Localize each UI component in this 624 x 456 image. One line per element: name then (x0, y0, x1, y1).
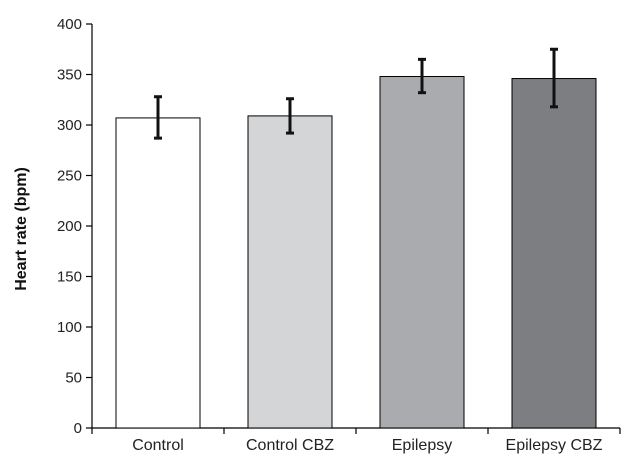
bar-control-cbz (247, 115, 333, 429)
x-category-label: Epilepsy (392, 437, 452, 454)
bar-control (115, 117, 201, 429)
x-category-label: Epilepsy CBZ (506, 437, 603, 454)
y-tick-label: 150 (57, 269, 82, 286)
x-category-label: Control CBZ (246, 437, 334, 454)
y-tick-label: 0 (74, 420, 82, 437)
y-tick-label: 350 (57, 67, 82, 84)
y-tick-label: 100 (57, 319, 82, 336)
bar-epilepsy-cbz (511, 78, 597, 429)
y-tick-label: 400 (57, 16, 82, 33)
x-category-label: Control (132, 437, 184, 454)
bar-epilepsy (379, 76, 465, 429)
y-tick-label: 50 (65, 370, 82, 387)
y-tick-label: 300 (57, 117, 82, 134)
plot-area: 0 50 100 150 200 250 300 350 400 Control Control C… (57, 16, 621, 454)
y-axis-title: Heart rate (bpm) (13, 167, 30, 291)
y-tick-label: 250 (57, 168, 82, 185)
y-tick-label: 200 (57, 218, 82, 235)
